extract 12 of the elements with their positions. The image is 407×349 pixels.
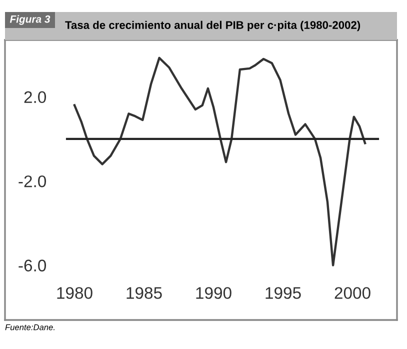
x-tick-label: 1980 <box>57 287 92 299</box>
text: Figura 3 <box>10 15 50 25</box>
y-tick-label: -6.0 <box>18 260 46 272</box>
x-tick-label: 1995 <box>266 287 301 299</box>
x-tick-label: 1985 <box>126 287 162 299</box>
chart-title: Tasa de crecimiento anual del PIB per c·pita (1980-2002) <box>65 20 360 32</box>
y-tick-label: 2.0 <box>24 91 46 104</box>
x-tick-label: 1990 <box>196 287 232 299</box>
line-series <box>73 56 366 266</box>
x-tick-label: 2000 <box>334 287 370 299</box>
source-note: Fuente:Dane. <box>5 324 54 330</box>
y-tick-label: -2.0 <box>18 175 46 188</box>
